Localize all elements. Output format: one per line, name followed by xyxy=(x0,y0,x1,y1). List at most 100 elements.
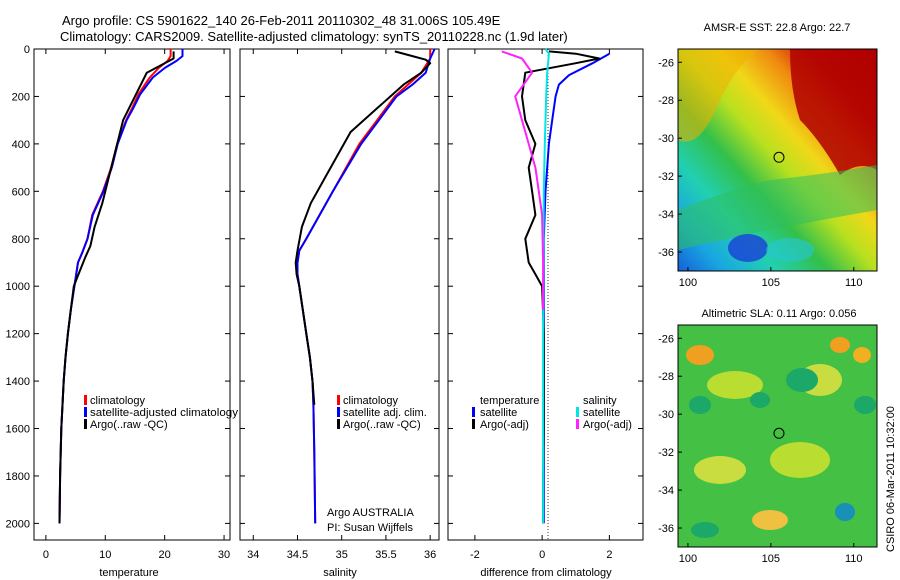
argo-location-marker xyxy=(773,151,785,163)
annotation-pi: PI: Susan Wijffels xyxy=(327,522,413,534)
sst-map-ticks: 100 105 110 -26 -28 -30 -32 -34 -36 xyxy=(658,57,862,289)
sla-high-eddy xyxy=(686,345,714,365)
sla-map-panel: Altimetric SLA: 0.11 Argo: 0.056 100 105 1… xyxy=(658,308,878,565)
sla-map-frame xyxy=(677,324,878,548)
difference-panel: -2 0 2 difference from climatology tempera… xyxy=(447,48,644,579)
x-tick-label: 36 xyxy=(424,549,436,561)
sla-low-eddy xyxy=(689,396,711,414)
salinity-legend: climatology satellite adj. clim. Argo(..… xyxy=(337,395,427,431)
sst-warm-core xyxy=(790,49,877,175)
y-tick-label: 800 xyxy=(12,234,30,246)
salinity-panel: 34 34.5 35 35.5 36 salinity climatology sate… xyxy=(239,48,440,579)
series-line-argo-adj--salinity xyxy=(501,50,545,310)
map-y-tick-label: -28 xyxy=(658,95,674,107)
x-tick-label: 10 xyxy=(99,549,111,561)
difference-y-ticks xyxy=(448,48,643,524)
map-y-tick-label: -36 xyxy=(658,523,674,535)
map-y-tick-label: -28 xyxy=(658,371,674,383)
series-line-argo-raw-qc- xyxy=(58,51,175,524)
x-tick-label: 2 xyxy=(606,549,612,561)
legend-label-argo: Argo(..raw -QC) xyxy=(90,419,168,431)
sla-map-title: Altimetric SLA: 0.11 Argo: 0.056 xyxy=(701,308,856,320)
sla-heatmap xyxy=(678,325,877,547)
y-tick-label: 600 xyxy=(12,186,30,198)
map-x-tick-label: 100 xyxy=(679,277,697,289)
sla-map-ticks: 100 105 110 -26 -28 -30 -32 -34 -36 xyxy=(658,333,862,565)
series-line-satellite-temperature xyxy=(542,52,610,524)
sla-patch xyxy=(707,371,763,399)
temperature-axes-frame xyxy=(33,48,231,541)
sla-high-eddy xyxy=(830,337,850,353)
map-x-tick-label: 110 xyxy=(845,277,863,289)
map-y-tick-label: -26 xyxy=(658,57,674,69)
salinity-xlabel: salinity xyxy=(323,567,357,579)
y-tick-label: 200 xyxy=(12,91,30,103)
legend-swatch-climatology xyxy=(84,395,87,405)
legend-swatch-argo xyxy=(84,419,87,429)
argo-location-marker xyxy=(773,427,785,439)
salinity-y-ticks xyxy=(240,48,439,524)
temperature-legend: climatology satellite-adjusted climatolo… xyxy=(84,395,239,431)
sst-heatmap xyxy=(678,49,877,271)
legend-label-sal-argo: Argo(-adj) xyxy=(583,419,632,431)
y-tick-label: 0 xyxy=(24,44,30,56)
legend-label-argo: Argo(..raw -QC) xyxy=(343,419,421,431)
sst-map-frame xyxy=(677,48,878,272)
sst-green-band xyxy=(678,165,877,250)
annotation-argo-australia: Argo AUSTRALIA xyxy=(327,507,414,519)
legend-swatch-satellite xyxy=(84,407,87,417)
difference-x-ticks: -2 0 2 xyxy=(470,49,612,561)
map-y-tick-label: -34 xyxy=(658,485,674,497)
legend-swatch-sal-argo xyxy=(576,419,579,429)
map-x-tick-label: 110 xyxy=(845,553,863,565)
sla-low-eddy xyxy=(691,522,719,538)
map-x-tick-label: 100 xyxy=(679,553,697,565)
temperature-xlabel: temperature xyxy=(99,567,158,579)
sst-warm-west xyxy=(678,49,760,142)
salinity-lines xyxy=(294,48,436,524)
legend-label-temp-argo: Argo(-adj) xyxy=(480,419,529,431)
sla-high-eddy xyxy=(752,510,788,530)
legend-swatch-sal-satellite xyxy=(576,407,579,417)
sla-low-eddy xyxy=(835,503,855,521)
legend-label-satellite: satellite-adjusted climatology xyxy=(90,407,239,419)
legend-label-climatology: climatology xyxy=(343,395,399,407)
map-y-tick-label: -32 xyxy=(658,171,674,183)
sst-cool-patch xyxy=(766,238,814,262)
x-tick-label: 34.5 xyxy=(287,549,308,561)
legend-swatch-satellite xyxy=(337,407,340,417)
sst-map-title: AMSR-E SST: 22.8 Argo: 22.7 xyxy=(704,22,851,34)
y-tick-label: 1600 xyxy=(6,424,30,436)
x-tick-label: -2 xyxy=(470,549,480,561)
x-tick-label: 30 xyxy=(218,549,230,561)
legend-label-temp-satellite: satellite xyxy=(480,407,517,419)
difference-lines xyxy=(501,48,610,524)
y-tick-label: 400 xyxy=(12,139,30,151)
map-x-tick-label: 105 xyxy=(762,553,780,565)
map-x-tick-label: 105 xyxy=(762,277,780,289)
depth-y-ticks: 0 200 400 600 800 1000 1200 1400 1600 1800 2000 xyxy=(6,44,230,530)
map-y-tick-label: -36 xyxy=(658,247,674,259)
figure-title-line2: Climatology: CARS2009. Satellite-adjuste… xyxy=(60,29,568,44)
x-tick-label: 0 xyxy=(539,549,545,561)
difference-xlabel: difference from climatology xyxy=(480,567,612,579)
sst-map-panel: AMSR-E SST: 22.8 Argo: 22.7 100 105 110 -26… xyxy=(658,22,878,289)
y-tick-label: 1200 xyxy=(6,329,30,341)
map-y-tick-label: -34 xyxy=(658,209,674,221)
x-tick-label: 34 xyxy=(247,549,259,561)
salinity-axes-frame xyxy=(239,48,440,541)
sst-cold-eddy xyxy=(728,234,768,262)
y-tick-label: 1000 xyxy=(6,281,30,293)
temperature-lines xyxy=(58,49,184,524)
difference-legend: temperature salinity satellite Argo(-adj… xyxy=(472,395,632,431)
salinity-x-ticks: 34 34.5 35 35.5 36 xyxy=(247,49,436,561)
sla-patch xyxy=(770,442,830,478)
legend-label-sal-satellite: satellite xyxy=(583,407,620,419)
sla-low-eddy xyxy=(786,368,818,392)
legend-swatch-climatology xyxy=(337,395,340,405)
x-tick-label: 0 xyxy=(43,549,49,561)
y-tick-label: 1400 xyxy=(6,376,30,388)
y-tick-label: 2000 xyxy=(6,518,30,530)
map-y-tick-label: -30 xyxy=(658,133,674,145)
